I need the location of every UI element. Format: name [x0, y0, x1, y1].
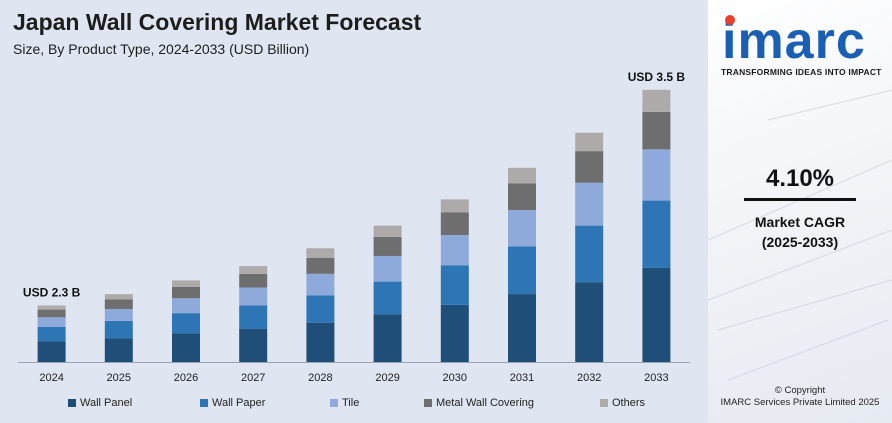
- bar-segment-metal-wall-covering-2032: [575, 151, 604, 183]
- stacked-bar-chart: 2024 2025 2026 2027 2028 2029 2030 2031 2032 2033…: [18, 70, 690, 384]
- bar-segment-metal-wall-covering-2027: [239, 273, 268, 288]
- cagr-value: 4.10%: [765, 165, 835, 192]
- bar-segment-others-2025: [104, 294, 133, 300]
- bar-segment-others-2027: [239, 266, 268, 274]
- bar-segment-wall-paper-2026: [172, 313, 200, 334]
- x-tick-label-2028: 2028: [308, 372, 332, 384]
- bar-segment-wall-paper-2024: [37, 326, 66, 342]
- legend-label: Metal Wall Covering: [436, 397, 535, 409]
- bar-segment-others-2024: [37, 305, 66, 310]
- bar-segment-others-2029: [373, 225, 402, 237]
- bar-segment-tile-2032: [575, 182, 604, 226]
- bar-segment-wall-paper-2028: [306, 295, 335, 323]
- legend-item-wall-paper: Wall Paper: [200, 397, 265, 409]
- bar-segment-tile-2028: [306, 273, 335, 296]
- x-tick-label-2025: 2025: [107, 372, 131, 384]
- legend-label: Tile: [342, 397, 360, 409]
- bar-segment-wall-panel-2028: [306, 322, 335, 362]
- bar-segment-others-2030: [440, 199, 469, 213]
- chart-panel: Japan Wall Covering Market Forecast Size…: [0, 9, 708, 411]
- bar-segment-wall-panel-2026: [172, 333, 200, 362]
- x-tick-label-2033: 2033: [644, 372, 668, 384]
- bar-segment-tile-2024: [37, 317, 66, 327]
- copyright-line2: IMARC Services Private Limited 2025: [720, 397, 880, 408]
- bar-segment-wall-panel-2030: [440, 304, 469, 362]
- logo-tagline: TRANSFORMING IDEAS INTO IMPACT: [721, 67, 882, 77]
- bar-segment-metal-wall-covering-2028: [306, 257, 335, 274]
- legend-swatch: [600, 399, 608, 407]
- cagr-label-line1: Market CAGR: [754, 214, 846, 230]
- chart-subtitle: Size, By Product Type, 2024-2033 (USD Bi…: [13, 41, 310, 57]
- x-tick-label-2026: 2026: [174, 372, 198, 384]
- legend-item-tile: Tile: [330, 397, 359, 409]
- legend-item-metal-wall-covering: Metal Wall Covering: [424, 397, 534, 409]
- bar-segment-others-2031: [508, 167, 536, 184]
- bar-segment-wall-panel-2024: [37, 341, 66, 362]
- x-tick-label-2027: 2027: [241, 372, 265, 384]
- side-panel: imarc TRANSFORMING IDEAS INTO IMPACT 4.1…: [708, 0, 892, 423]
- chart-legend: Wall Panel Wall Paper Tile Metal Wall Cover…: [0, 397, 708, 411]
- bar-segment-wall-paper-2033: [642, 200, 671, 268]
- legend-item-wall-panel: Wall Panel: [68, 397, 132, 409]
- imarc-logo: imarc TRANSFORMING IDEAS INTO IMPACT: [718, 10, 888, 77]
- bar-segment-tile-2031: [508, 210, 536, 247]
- legend-label: Others: [612, 397, 646, 409]
- bar-segment-tile-2026: [172, 298, 200, 314]
- bar-segment-metal-wall-covering-2026: [172, 286, 200, 299]
- bar-segment-tile-2033: [642, 149, 671, 201]
- bar-segment-others-2032: [575, 132, 604, 152]
- bar-segment-wall-panel-2032: [575, 282, 604, 362]
- bar-segment-others-2028: [306, 248, 335, 258]
- total-label-2024: USD 2.3 B: [23, 285, 81, 299]
- legend-swatch: [330, 399, 338, 407]
- legend-swatch: [424, 399, 432, 407]
- bar-segment-wall-panel-2029: [373, 314, 402, 362]
- bar-segment-metal-wall-covering-2025: [104, 299, 133, 309]
- bar-segment-tile-2027: [239, 287, 268, 306]
- total-label-2033: USD 3.5 B: [628, 70, 686, 84]
- bar-segment-tile-2025: [104, 308, 133, 321]
- bar-segment-wall-panel-2025: [104, 338, 133, 362]
- legend-swatch: [200, 399, 208, 407]
- legend-label: Wall Paper: [212, 397, 266, 409]
- svg-text:imarc: imarc: [722, 14, 866, 66]
- bar-segment-metal-wall-covering-2024: [37, 309, 66, 318]
- x-tick-label-2031: 2031: [510, 372, 534, 384]
- logo-wordmark: imarc: [722, 12, 892, 73]
- cagr-label: Market CAGR (2025-2033): [708, 212, 892, 252]
- x-tick-label-2032: 2032: [577, 372, 601, 384]
- bar-segment-wall-paper-2032: [575, 225, 604, 283]
- legend-swatch: [68, 399, 76, 407]
- x-tick-label-2030: 2030: [443, 372, 467, 384]
- bar-segment-wall-panel-2033: [642, 267, 671, 362]
- bar-segment-wall-paper-2030: [440, 265, 469, 305]
- bar-segment-others-2033: [642, 89, 671, 112]
- copyright: © Copyright IMARC Services Private Limit…: [708, 385, 892, 409]
- bar-segment-wall-paper-2027: [239, 305, 268, 329]
- bar-segment-wall-panel-2031: [508, 294, 536, 362]
- bar-segment-wall-panel-2027: [239, 328, 268, 362]
- bar-segment-metal-wall-covering-2031: [508, 183, 536, 211]
- bar-segment-wall-paper-2031: [508, 246, 536, 295]
- bar-segment-wall-paper-2025: [104, 320, 133, 339]
- bar-segment-tile-2030: [440, 235, 469, 266]
- legend-item-others: Others: [600, 397, 645, 409]
- x-tick-label-2024: 2024: [39, 372, 63, 384]
- x-tick-label-2029: 2029: [375, 372, 399, 384]
- cagr-label-line2: (2025-2033): [761, 234, 839, 250]
- bar-segment-metal-wall-covering-2030: [440, 212, 469, 236]
- bar-segment-wall-paper-2029: [373, 281, 402, 315]
- legend-label: Wall Panel: [80, 397, 133, 409]
- chart-title: Japan Wall Covering Market Forecast: [13, 9, 422, 35]
- bar-segment-metal-wall-covering-2033: [642, 111, 671, 150]
- copyright-line1: © Copyright: [774, 385, 826, 396]
- bar-segment-others-2026: [172, 280, 200, 287]
- cagr-divider: [744, 198, 856, 201]
- bar-segment-metal-wall-covering-2029: [373, 236, 402, 256]
- bar-segment-tile-2029: [373, 255, 402, 282]
